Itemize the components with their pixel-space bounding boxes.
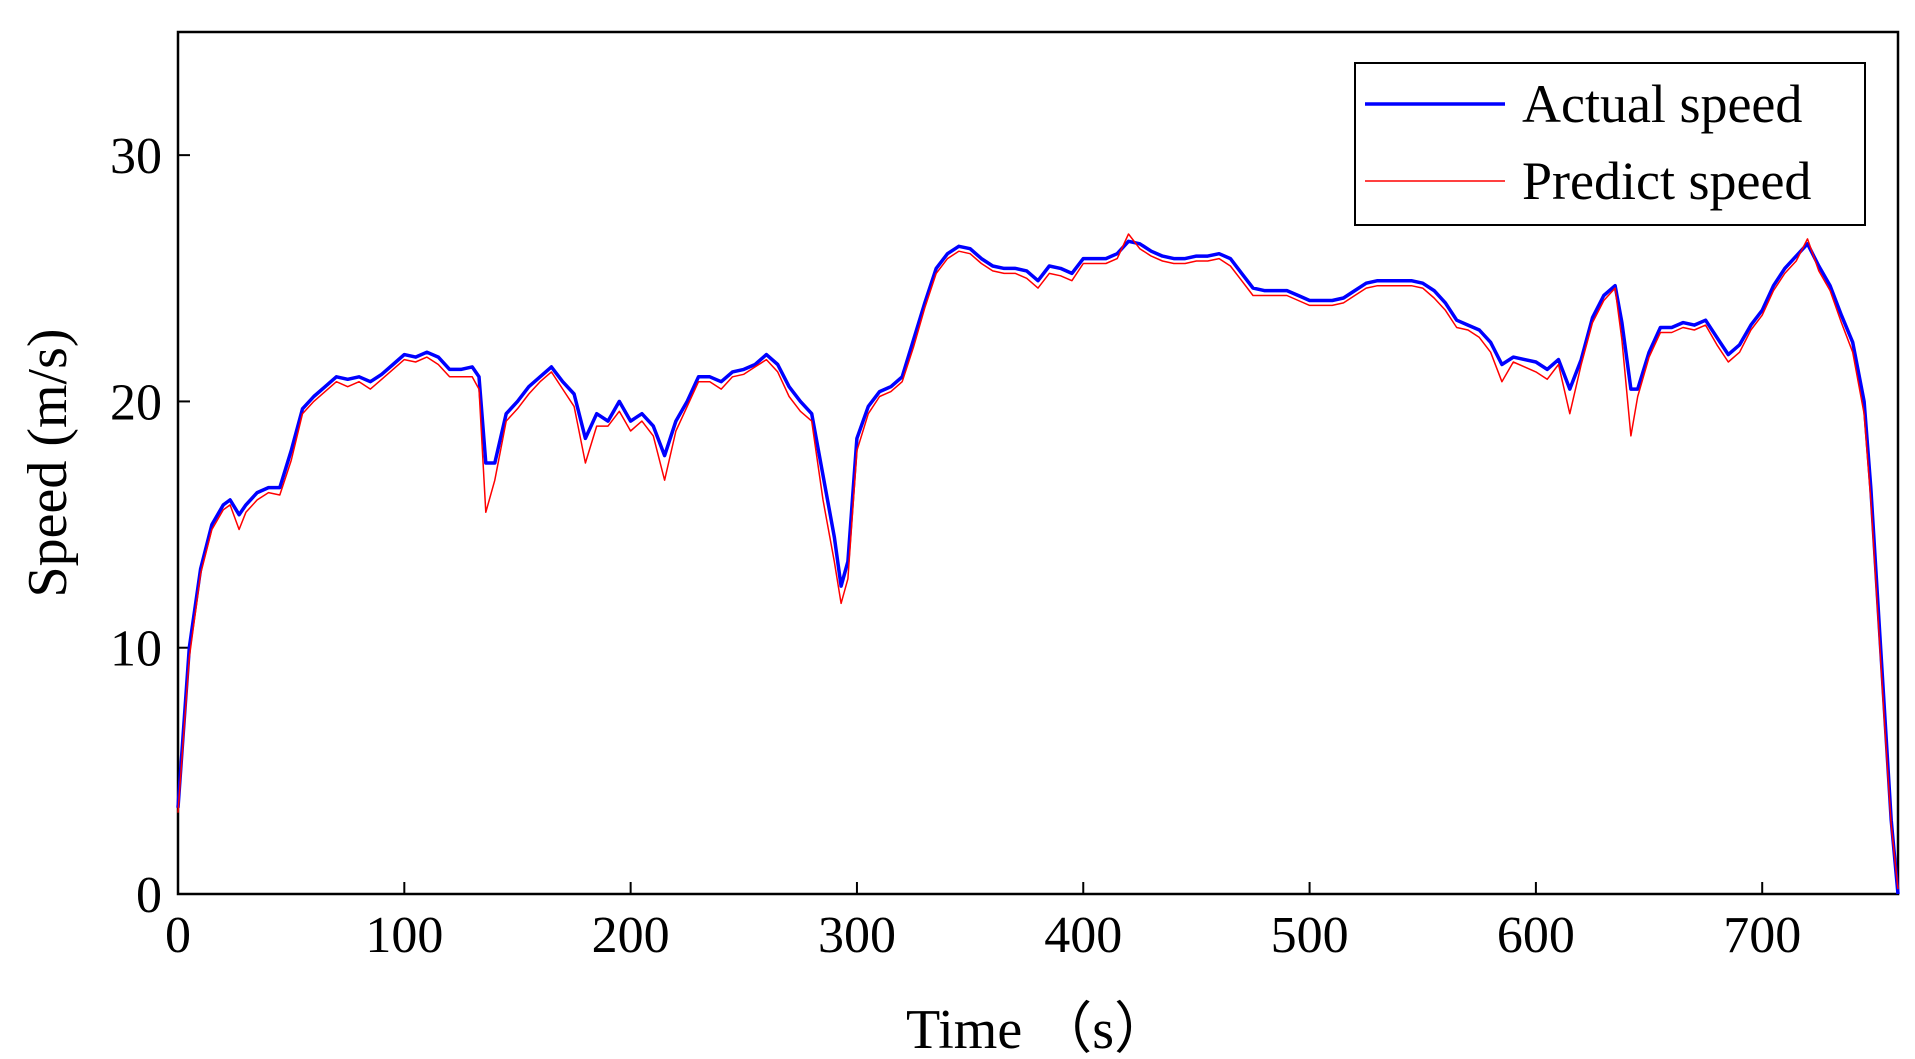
x-tick-label: 100 (365, 907, 443, 964)
legend: Actual speed Predict speed (1354, 62, 1866, 226)
x-tick-label: 400 (1044, 907, 1122, 964)
y-tick-label: 0 (136, 867, 162, 924)
legend-label-actual: Actual speed (1522, 74, 1802, 134)
x-tick-label: 500 (1271, 907, 1349, 964)
x-tick-label: 300 (818, 907, 896, 964)
x-axis-label: Time （s） (906, 999, 1170, 1059)
x-tick-label: 200 (592, 907, 670, 964)
x-tick-label: 700 (1723, 907, 1801, 964)
legend-box (1354, 62, 1866, 226)
y-axis: 0 10 20 30 (110, 128, 190, 924)
y-tick-label: 10 (110, 621, 162, 678)
series-line-predict-speed (177, 233, 1899, 890)
x-tick-label: 0 (165, 907, 191, 964)
y-tick-label: 20 (110, 374, 162, 431)
series-layer (176, 233, 1900, 895)
x-axis: 0 100 200 300 400 500 600 700 (165, 882, 1801, 964)
y-axis-label: Speed (m/s) (17, 328, 79, 597)
series-line-actual-speed (176, 239, 1900, 895)
legend-label-predict: Predict speed (1522, 151, 1811, 211)
y-tick-label: 30 (110, 128, 162, 185)
x-tick-label: 600 (1497, 907, 1575, 964)
